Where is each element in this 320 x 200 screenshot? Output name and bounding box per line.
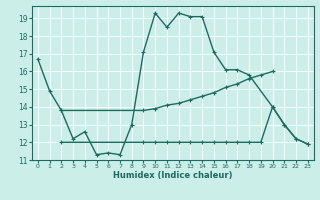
X-axis label: Humidex (Indice chaleur): Humidex (Indice chaleur) bbox=[113, 171, 233, 180]
